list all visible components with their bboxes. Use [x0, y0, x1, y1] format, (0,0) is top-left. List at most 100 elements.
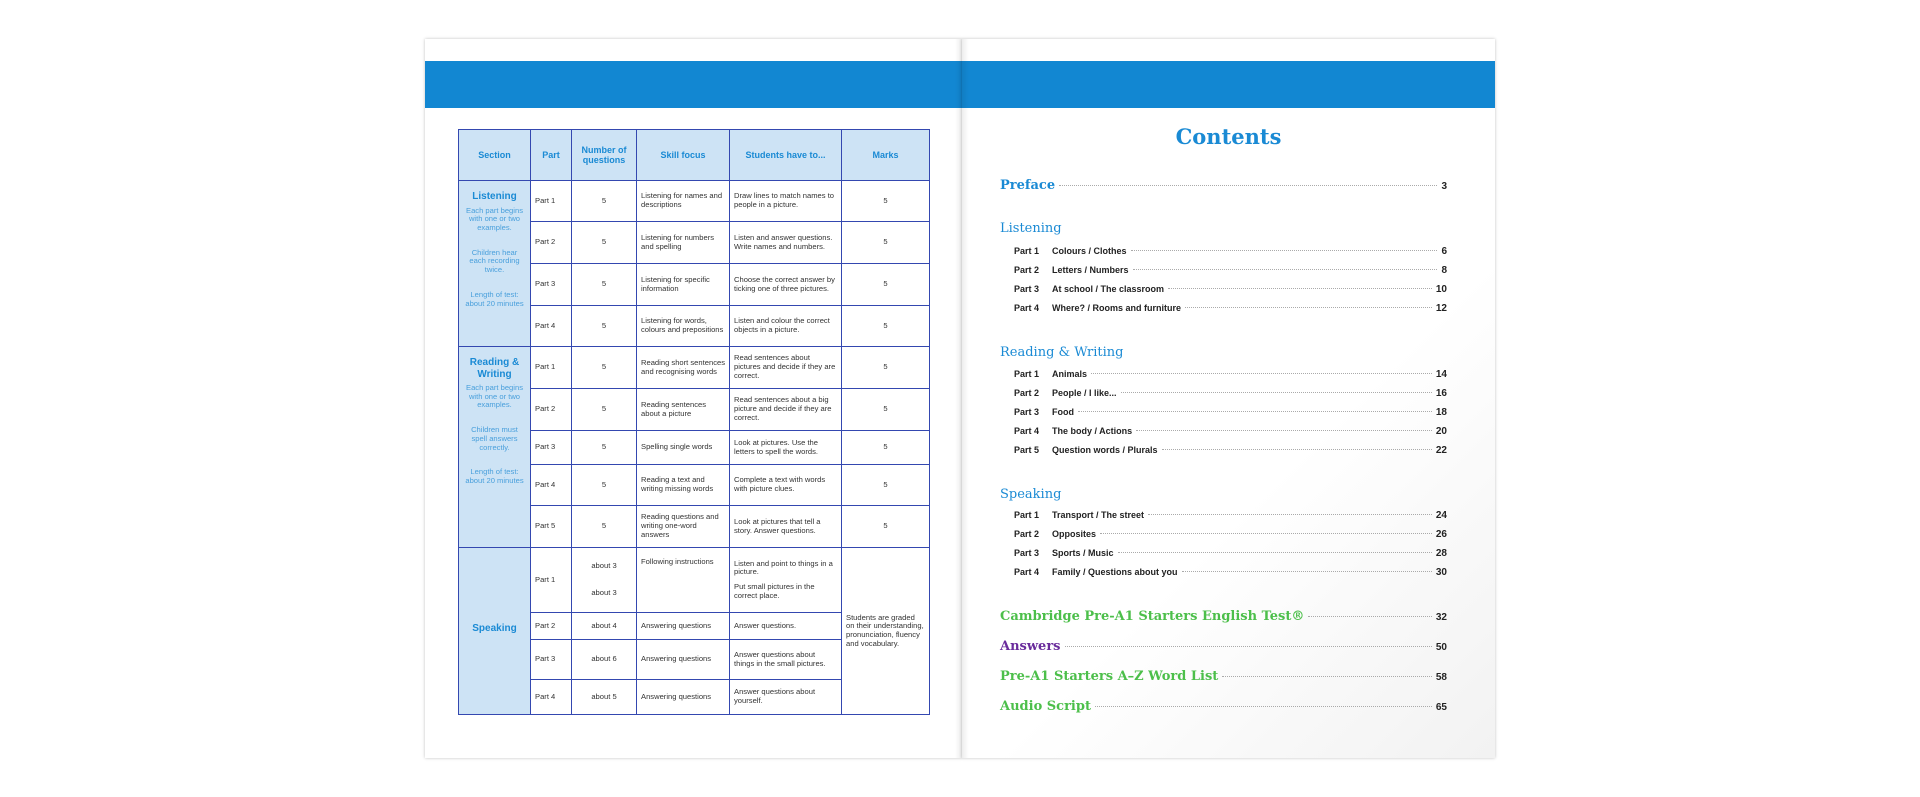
skill-cell: Listening for specific information — [636, 263, 730, 306]
task-cell: Read sentences about a big picture and d… — [729, 388, 842, 431]
entry-label: Part 1 Colours / Clothes — [1014, 246, 1127, 256]
questions-cell: 5 — [571, 464, 637, 506]
column-header: Marks — [841, 129, 930, 181]
part-cell: Part 3 — [530, 430, 572, 465]
marks-cell: 5 — [841, 430, 930, 465]
topic-label: People / I like... — [1052, 388, 1117, 398]
section-title: Reading & Writing — [469, 357, 520, 380]
page-number: 22 — [1435, 445, 1447, 456]
task-cell: Choose the correct answer by ticking one… — [729, 263, 842, 306]
topic-label: At school / The classroom — [1052, 284, 1165, 294]
entry-label: Part 2 Opposites — [1014, 529, 1096, 539]
topic-label: Animals — [1052, 369, 1088, 379]
toc-item[interactable]: Part 2 Letters / Numbers 8 — [1014, 265, 1447, 276]
part-cell: Part 4 — [530, 679, 572, 715]
part-cell: Part 4 — [530, 464, 572, 506]
page-number: 14 — [1435, 369, 1447, 380]
section-note: Children must spell answers correctly. — [471, 425, 518, 452]
toc-item[interactable]: Part 4 Where? / Rooms and furniture 12 — [1014, 303, 1447, 314]
task-cell: Answer questions about yourself. — [729, 679, 842, 715]
part-label: Part 4 — [1014, 303, 1040, 313]
header-band — [962, 61, 1495, 108]
part-label: Part 2 — [1014, 265, 1040, 275]
questions-cell: 5 — [571, 505, 637, 548]
questions-cell: 5 — [571, 388, 637, 431]
column-header: Students have to... — [729, 129, 842, 181]
page-number: 8 — [1441, 265, 1447, 276]
toc-extra[interactable]: Pre-A1 Starters A–Z Word List 58 — [1000, 669, 1447, 684]
part-label: Part 1 — [1014, 246, 1040, 256]
book-spine — [955, 39, 969, 758]
part-label: Part 2 — [1014, 388, 1040, 398]
section-note: Each part begins with one or two example… — [466, 205, 523, 232]
toc-item[interactable]: Part 4 The body / Actions 20 — [1014, 426, 1447, 437]
part-label: Part 1 — [1014, 510, 1040, 520]
section-cell: Reading & Writing Each part begins with o… — [458, 346, 531, 548]
dot-leader — [1064, 646, 1432, 647]
part-label: Part 5 — [1014, 445, 1040, 455]
toc-item[interactable]: Part 1 Colours / Clothes 6 — [1014, 246, 1447, 257]
toc-extra[interactable]: Answers 50 — [1000, 639, 1447, 654]
marks-cell: 5 — [841, 305, 930, 347]
part-cell: Part 4 — [530, 305, 572, 347]
part-label: Part 3 — [1014, 548, 1040, 558]
toc-item[interactable]: Part 3 At school / The classroom 10 — [1014, 284, 1447, 295]
toc-item[interactable]: Part 2 Opposites 26 — [1014, 529, 1447, 540]
skill-cell: Answering questions — [636, 679, 730, 715]
page-number: 58 — [1435, 672, 1447, 683]
entry-label: Part 2 Letters / Numbers — [1014, 265, 1129, 275]
topic-label: The body / Actions — [1052, 426, 1133, 436]
dot-leader — [1091, 373, 1432, 374]
part-cell: Part 1 — [530, 180, 572, 222]
part-label: Part 2 — [1014, 529, 1040, 539]
section-note: Children hear each recording twice. — [469, 247, 520, 275]
column-header: Section — [458, 129, 531, 181]
page-number: 32 — [1435, 612, 1447, 623]
contents-title: Contents — [1175, 124, 1282, 149]
questions-cell: 5 — [571, 221, 637, 264]
questions-cell: about 6 — [571, 639, 637, 680]
section-title: Listening — [472, 191, 517, 202]
table-row: Part 3 5 Listening for specific informatio… — [459, 263, 930, 306]
marks-cell: 5 — [841, 221, 930, 264]
section-note: Length of test: about 20 minutes — [465, 467, 524, 486]
topic-label: Question words / Plurals — [1052, 445, 1158, 455]
toc-preface[interactable]: Preface 3 — [1000, 178, 1447, 193]
topic-label: Sports / Music — [1052, 548, 1114, 558]
toc-item[interactable]: Part 4 Family / Questions about you 30 — [1014, 567, 1447, 578]
page-number: 18 — [1435, 407, 1447, 418]
task-cell: Look at pictures. Use the letters to spe… — [729, 430, 842, 465]
skill-cell: Following instructions — [636, 547, 730, 613]
page-number: 30 — [1435, 567, 1447, 578]
entry-label: Answers — [1000, 639, 1061, 654]
questions-cell: about 3 about 3 — [571, 547, 637, 613]
toc-extra[interactable]: Audio Script 65 — [1000, 699, 1447, 714]
section-cell: Listening Each part begins with one or tw… — [458, 180, 531, 347]
right-page — [962, 39, 1495, 758]
task-cell: Look at pictures that tell a story. Answ… — [729, 505, 842, 548]
toc-item[interactable]: Part 5 Question words / Plurals 22 — [1014, 445, 1447, 456]
marks-cell: Students are graded on their understandi… — [841, 547, 930, 715]
part-label: Part 3 — [1014, 284, 1040, 294]
skill-cell: Listening for words, colours and preposi… — [636, 305, 730, 347]
table-row: Reading & Writing Each part begins with o… — [458, 346, 930, 548]
entry-label: Cambridge Pre-A1 Starters English Test® — [1000, 609, 1305, 624]
marks-cell: 5 — [841, 180, 930, 222]
table-header-row: Section Part Number of questions Skill focu… — [458, 129, 930, 181]
marks-cell: 5 — [841, 464, 930, 506]
toc-extra[interactable]: Cambridge Pre-A1 Starters English Test® 3… — [1000, 609, 1447, 624]
task-cell: Answer questions. — [729, 612, 842, 640]
toc-item[interactable]: Part 3 Food 18 — [1014, 407, 1447, 418]
entry-label: Part 3 Food — [1014, 407, 1074, 417]
topic-label: Opposites — [1052, 529, 1097, 539]
toc-item[interactable]: Part 3 Sports / Music 28 — [1014, 548, 1447, 559]
entry-label: Part 2 People / I like... — [1014, 388, 1117, 398]
entry-label: Part 3 At school / The classroom — [1014, 284, 1164, 294]
toc-item[interactable]: Part 1 Transport / The street 24 — [1014, 510, 1447, 521]
skill-cell: Listening for names and descriptions — [636, 180, 730, 222]
page-number: 24 — [1435, 510, 1447, 521]
dot-leader — [1132, 269, 1438, 270]
header-band — [425, 61, 962, 108]
toc-item[interactable]: Part 2 People / I like... 16 — [1014, 388, 1447, 399]
toc-item[interactable]: Part 1 Animals 14 — [1014, 369, 1447, 380]
